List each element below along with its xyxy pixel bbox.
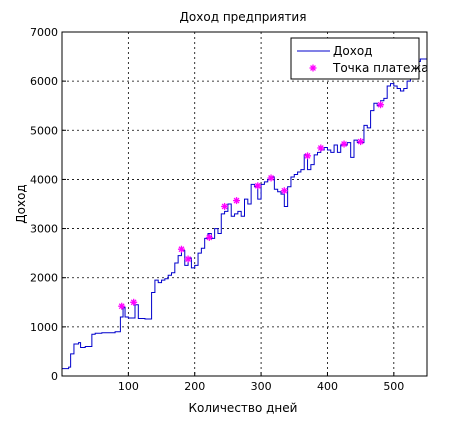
y-tick-label: 3000	[30, 223, 58, 236]
payment-point-marker	[304, 152, 312, 160]
y-tick-label: 5000	[30, 124, 58, 137]
payment-point-marker	[221, 202, 229, 210]
y-tick-label: 4000	[30, 173, 58, 186]
payment-point-marker	[357, 138, 365, 146]
x-tick-label: 200	[184, 380, 205, 393]
income-series-line	[62, 58, 427, 370]
payment-point-marker	[317, 144, 325, 152]
payment-point-marker	[340, 140, 348, 148]
y-tick-label: 1000	[30, 321, 58, 334]
legend-label-income: Доход	[333, 44, 372, 58]
x-axis-label: Количество дней	[189, 401, 298, 415]
payment-point-marker	[118, 302, 126, 310]
chart-ticks: 100 200 300 400 5000100020003000400050006000…	[30, 26, 404, 393]
legend-star-icon	[309, 64, 317, 72]
chart-title: Доход предприятия	[180, 10, 307, 24]
y-tick-label: 2000	[30, 272, 58, 285]
x-tick-label: 400	[317, 380, 338, 393]
payment-point-marker	[177, 245, 185, 253]
y-tick-label: 0	[51, 370, 58, 383]
payment-point-marker	[254, 182, 262, 190]
legend-label-payment: Точка платежа	[332, 61, 429, 75]
payment-point-marker	[267, 174, 275, 182]
payment-point-marker	[130, 298, 138, 306]
x-tick-label: 100	[118, 380, 139, 393]
payment-point-marker	[205, 233, 213, 241]
chart-series	[62, 58, 427, 370]
y-tick-label: 6000	[30, 75, 58, 88]
legend-marker-swatch	[309, 64, 317, 72]
chart-legend: Доход Точка платежа	[290, 37, 429, 80]
legend-box	[290, 37, 420, 80]
payment-point-marker	[184, 255, 192, 263]
payment-point-marker	[233, 197, 241, 205]
x-tick-label: 500	[383, 380, 404, 393]
x-tick-label: 300	[251, 380, 272, 393]
payment-point-marker	[377, 101, 385, 109]
y-tick-label: 7000	[30, 26, 58, 39]
payment-point-marker	[280, 187, 288, 195]
chart-grid	[62, 32, 427, 376]
y-axis-label: Доход	[14, 184, 28, 223]
plot-frame	[61, 31, 428, 377]
